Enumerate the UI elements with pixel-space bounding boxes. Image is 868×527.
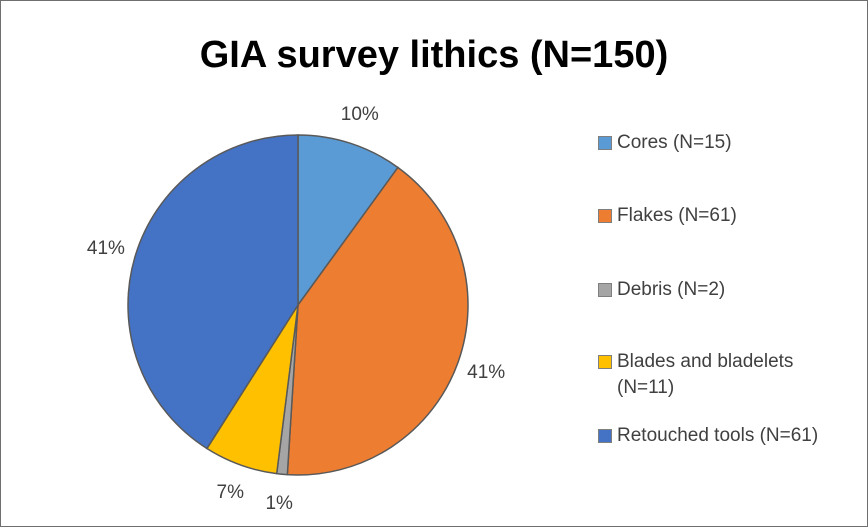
data-label: 1% [265, 493, 293, 514]
legend-label: Cores (N=15) [617, 132, 732, 153]
chart-title: GIA survey lithics (N=150) [200, 34, 669, 76]
legend-label: Retouched tools (N=61) [617, 425, 819, 446]
data-label: 41% [467, 362, 505, 383]
legend-swatch [598, 429, 612, 443]
legend-item: Blades and bladelets (N=11) [598, 349, 838, 401]
pie-slice [297, 134, 399, 308]
legend-swatch [598, 283, 612, 297]
legend-swatch [598, 209, 612, 223]
legend-item: Cores (N=15) [598, 130, 838, 156]
data-label: 41% [87, 238, 125, 259]
legend-item: Retouched tools (N=61) [598, 423, 838, 449]
legend-label: Blades and bladelets (N=11) [617, 351, 794, 398]
legend-item: Debris (N=2) [598, 277, 838, 303]
pie-slice [127, 134, 299, 450]
legend-swatch [598, 355, 612, 369]
data-label: 10% [341, 104, 379, 125]
legend-label: Flakes (N=61) [617, 205, 737, 226]
legend-label: Debris (N=2) [617, 279, 726, 300]
data-label: 7% [217, 482, 245, 503]
legend-item: Flakes (N=61) [598, 203, 838, 229]
pie-slice [286, 166, 469, 476]
legend-swatch [598, 136, 612, 150]
